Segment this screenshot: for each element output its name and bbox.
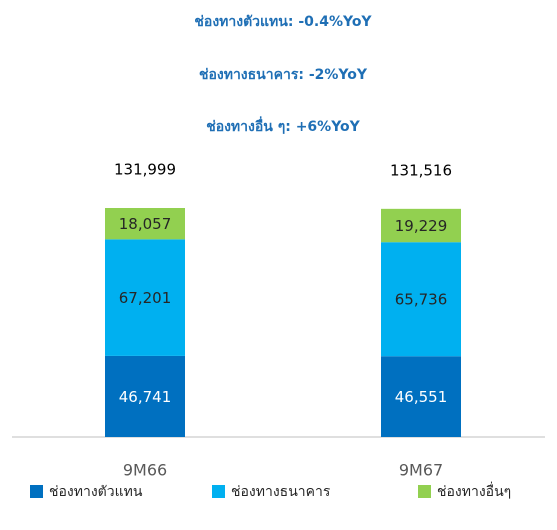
data-label: 67,201 (119, 289, 172, 307)
bar-segment (105, 355, 185, 437)
total-label: 131,516 (390, 161, 452, 179)
data-label: 18,057 (119, 215, 172, 233)
data-label: 65,736 (395, 291, 448, 309)
annotation: ช่องทางธนาคาร: -2%YoY (199, 67, 368, 83)
x-tick-label: 9M66 (123, 461, 167, 480)
legend-label: ช่องทางตัวแทน (49, 484, 143, 500)
data-label: 19,229 (395, 217, 448, 235)
data-label: 46,551 (395, 388, 448, 406)
bar-segment (381, 242, 461, 357)
legend-swatch (30, 485, 43, 498)
bar-segment (381, 208, 461, 243)
bar-segment (105, 239, 185, 356)
legend-label: ช่องทางอื่นๆ (437, 482, 511, 500)
bar-segment (105, 208, 185, 240)
data-label: 46,741 (119, 388, 172, 406)
total-label: 131,999 (114, 161, 176, 179)
annotation: ช่องทางอื่น ๆ: +6%YoY (206, 116, 360, 135)
x-tick-label: 9M67 (399, 461, 443, 480)
bar-segment (381, 356, 461, 437)
legend-swatch (212, 485, 225, 498)
legend-label: ช่องทางธนาคาร (231, 484, 331, 500)
legend-swatch (418, 485, 431, 498)
annotation: ช่องทางตัวแทน: -0.4%YoY (194, 14, 372, 30)
